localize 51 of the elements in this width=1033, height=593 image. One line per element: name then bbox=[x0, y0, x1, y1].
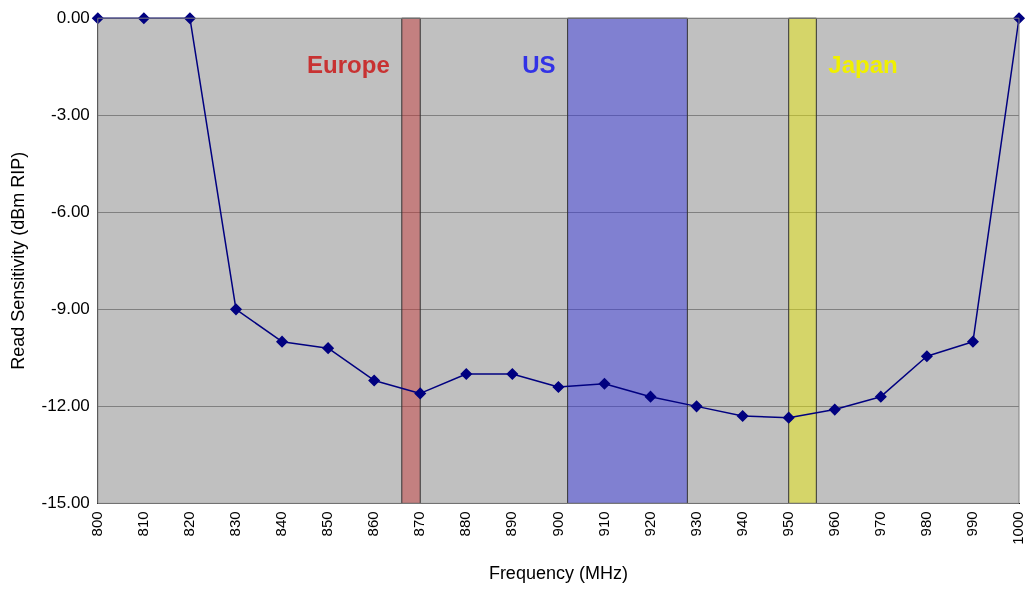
point bbox=[276, 335, 288, 348]
band-label: US bbox=[522, 50, 556, 78]
x-tick-label: 860 bbox=[364, 511, 382, 537]
point bbox=[921, 350, 933, 362]
band-label: Japan bbox=[828, 50, 898, 78]
y-axis-title: Read Sensitivity (dBm RIP) bbox=[7, 151, 28, 370]
y-tick-label: -15.00 bbox=[41, 493, 90, 513]
point bbox=[552, 381, 565, 393]
x-tick-label: 830 bbox=[226, 511, 244, 537]
x-tick-label: 840 bbox=[272, 511, 290, 537]
x-tick-label: 990 bbox=[963, 511, 981, 537]
point bbox=[829, 403, 841, 416]
x-tick-label: 870 bbox=[410, 511, 428, 537]
x-tick-label: 900 bbox=[548, 511, 566, 537]
point bbox=[598, 377, 611, 390]
y-tick-label: -12.00 bbox=[41, 396, 90, 416]
point bbox=[875, 390, 887, 403]
x-tick-label: 950 bbox=[778, 511, 796, 537]
x-tick-label: 890 bbox=[502, 511, 520, 537]
x-axis-title: Frequency (MHz) bbox=[488, 563, 628, 584]
x-tick-label: 960 bbox=[824, 511, 842, 537]
x-tick-label: 1000 bbox=[1009, 511, 1027, 545]
point bbox=[368, 374, 380, 387]
x-tick-label: 980 bbox=[917, 511, 935, 537]
y-tick-label: -3.00 bbox=[51, 104, 90, 124]
x-tick-label: 970 bbox=[870, 511, 888, 537]
y-tick-label: -6.00 bbox=[51, 201, 90, 221]
point bbox=[460, 368, 473, 380]
x-tick-label: 910 bbox=[594, 511, 612, 537]
x-tick-label: 920 bbox=[640, 511, 658, 537]
x-tick-label: 850 bbox=[318, 511, 336, 537]
y-tick-label: -9.00 bbox=[51, 299, 90, 319]
point bbox=[322, 342, 334, 354]
x-tick-label: 930 bbox=[686, 511, 704, 537]
point bbox=[782, 411, 795, 424]
point bbox=[92, 12, 104, 24]
point bbox=[690, 400, 703, 413]
point bbox=[138, 12, 150, 24]
point bbox=[506, 368, 519, 380]
point bbox=[414, 387, 426, 400]
x-tick-label: 820 bbox=[180, 511, 198, 537]
x-tick-label: 810 bbox=[134, 511, 151, 537]
point bbox=[967, 335, 979, 348]
point bbox=[644, 390, 657, 403]
x-tick-label: 880 bbox=[456, 511, 474, 537]
point bbox=[230, 303, 242, 316]
x-tick-label: 940 bbox=[732, 511, 750, 537]
point bbox=[736, 410, 749, 422]
band-label: Europe bbox=[307, 50, 390, 78]
x-tick-label: 800 bbox=[87, 511, 105, 537]
y-tick-label: 0.00 bbox=[56, 7, 90, 27]
